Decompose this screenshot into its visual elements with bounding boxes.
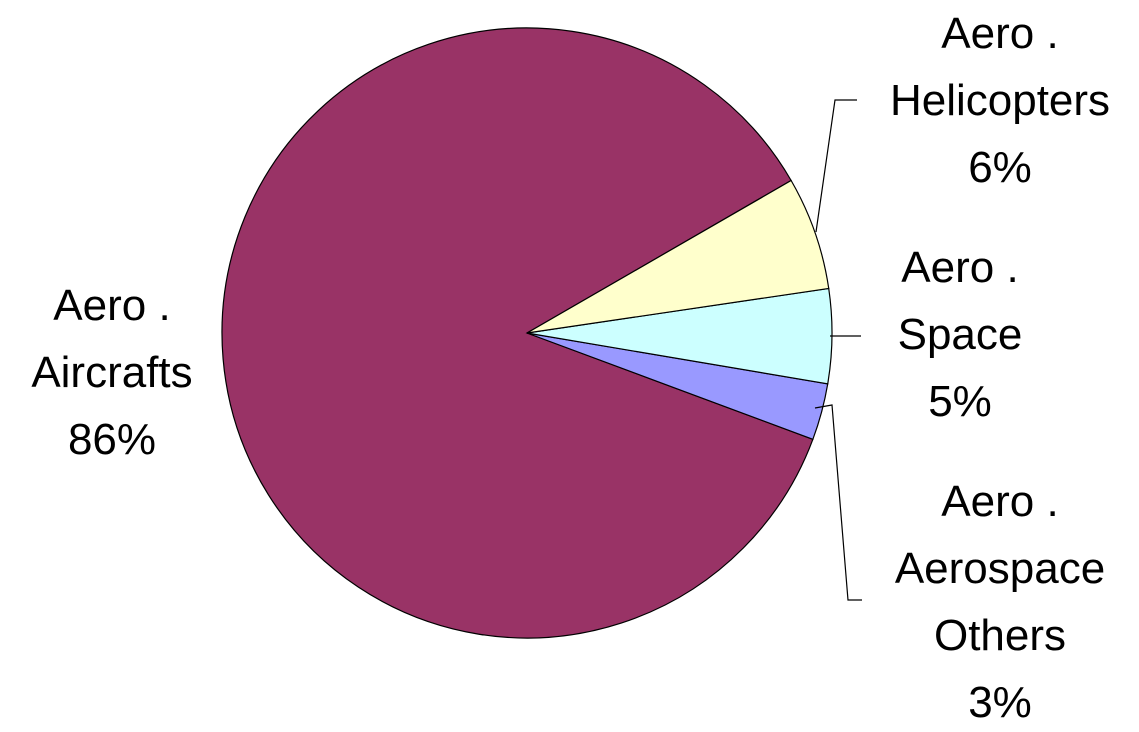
slice-label-helicopters: Aero . Helicopters 6% bbox=[890, 9, 1110, 192]
slice-label-line: Aircrafts bbox=[31, 348, 192, 397]
slice-label-aerospace-others: Aero . Aerospace Others 3% bbox=[895, 477, 1105, 727]
labels-layer: Aero . Aircrafts 86%Aero . Helicopters 6%Aer… bbox=[31, 9, 1110, 727]
slice-label-line: Space bbox=[898, 310, 1023, 359]
leader-line-aerospace-others bbox=[814, 404, 862, 601]
slice-label-line: Helicopters bbox=[890, 76, 1110, 125]
slice-label-line: 86% bbox=[68, 415, 156, 464]
slice-label-line: Aero . bbox=[941, 9, 1058, 58]
slice-label-aircrafts: Aero . Aircrafts 86% bbox=[31, 281, 192, 464]
pie-slice-aircrafts bbox=[221, 27, 814, 639]
leader-line-helicopters bbox=[815, 99, 857, 233]
leader-lines-layer bbox=[814, 99, 862, 601]
slices-layer bbox=[221, 27, 833, 639]
slice-label-line: 6% bbox=[968, 143, 1032, 192]
slice-label-line: Aero . bbox=[901, 243, 1018, 292]
slice-label-line: 3% bbox=[968, 678, 1032, 727]
slice-label-line: Aero . bbox=[53, 281, 170, 330]
slice-label-line: Others bbox=[934, 611, 1066, 660]
slice-label-line: 5% bbox=[928, 377, 992, 426]
slice-label-space: Aero . Space 5% bbox=[898, 243, 1023, 426]
pie-slice-helicopters bbox=[526, 179, 830, 334]
slice-label-line: Aero . bbox=[941, 477, 1058, 526]
slice-label-line: Aerospace bbox=[895, 544, 1105, 593]
